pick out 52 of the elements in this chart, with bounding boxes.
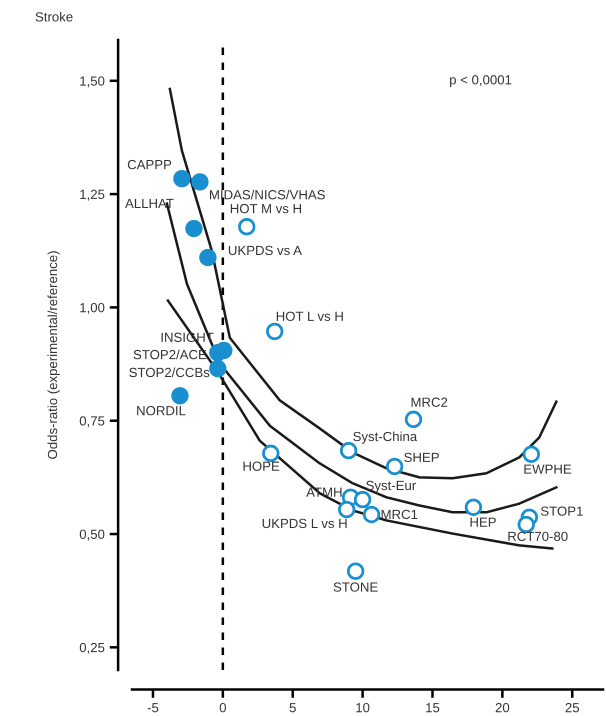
point — [209, 360, 226, 378]
x-tick-label: 25 — [566, 702, 580, 712]
y-tick-label: 0,25 — [80, 642, 104, 654]
annotation: UKPDS L vs H — [262, 518, 347, 528]
annotation: NORDIL — [137, 406, 186, 416]
point — [185, 220, 203, 238]
annotation: HOT M vs H — [230, 204, 301, 214]
y-tick-label: 1,00 — [80, 302, 104, 314]
annotation: HEP — [470, 518, 496, 527]
point — [338, 500, 356, 518]
point — [173, 170, 191, 188]
point — [346, 562, 364, 580]
annotation: Syst-Eur — [366, 480, 416, 493]
annotation: Syst-China — [353, 431, 418, 444]
y-axis-title: Odds-ratio (experimental/reference) — [47, 251, 60, 459]
x-tick-label: -5 — [148, 703, 158, 712]
annotation: MRC2 — [412, 398, 448, 407]
point — [522, 446, 540, 463]
annotation: RCT70-80 — [508, 532, 568, 542]
y-tick-label: 0,50 — [80, 530, 104, 540]
annotation: UKPDS vs A — [228, 246, 302, 256]
annotation: ALLHAT — [125, 198, 174, 208]
point — [191, 173, 209, 191]
annotation: HOPE — [243, 462, 280, 471]
chart-title: Stroke — [36, 12, 73, 22]
point — [404, 410, 422, 428]
x-tick-label: 10 — [356, 702, 370, 712]
x-tick-label: 15 — [426, 703, 440, 712]
annotation: STONE — [334, 582, 378, 592]
point — [266, 322, 284, 340]
point — [262, 444, 280, 462]
point — [362, 506, 380, 524]
point — [199, 248, 217, 266]
y-tick-label: 0,75 — [80, 416, 104, 428]
annotation: EWPHE — [524, 464, 572, 474]
y-tick-label: 1,25 — [80, 190, 104, 201]
annotation: CAPPP — [128, 160, 172, 170]
annotation: MIDAS/NICS/VHAS — [210, 190, 325, 200]
annotation: HOT L vs H — [276, 312, 343, 321]
point — [464, 498, 482, 516]
y-tick-label: 1,50 — [80, 76, 104, 88]
x-tick-label: 20 — [496, 702, 510, 712]
annotation: STOP2/CCBs — [129, 367, 210, 378]
point — [238, 218, 256, 236]
annotation: p < 0,0001 — [450, 75, 512, 88]
x-tick-label: 0 — [220, 702, 226, 712]
x-tick-label: 5 — [290, 703, 296, 712]
point — [171, 387, 189, 404]
annotation: MRC1 — [382, 510, 418, 520]
annotation: STOP1 — [540, 506, 583, 516]
point — [386, 458, 404, 476]
annotation: SHEP — [404, 452, 439, 462]
